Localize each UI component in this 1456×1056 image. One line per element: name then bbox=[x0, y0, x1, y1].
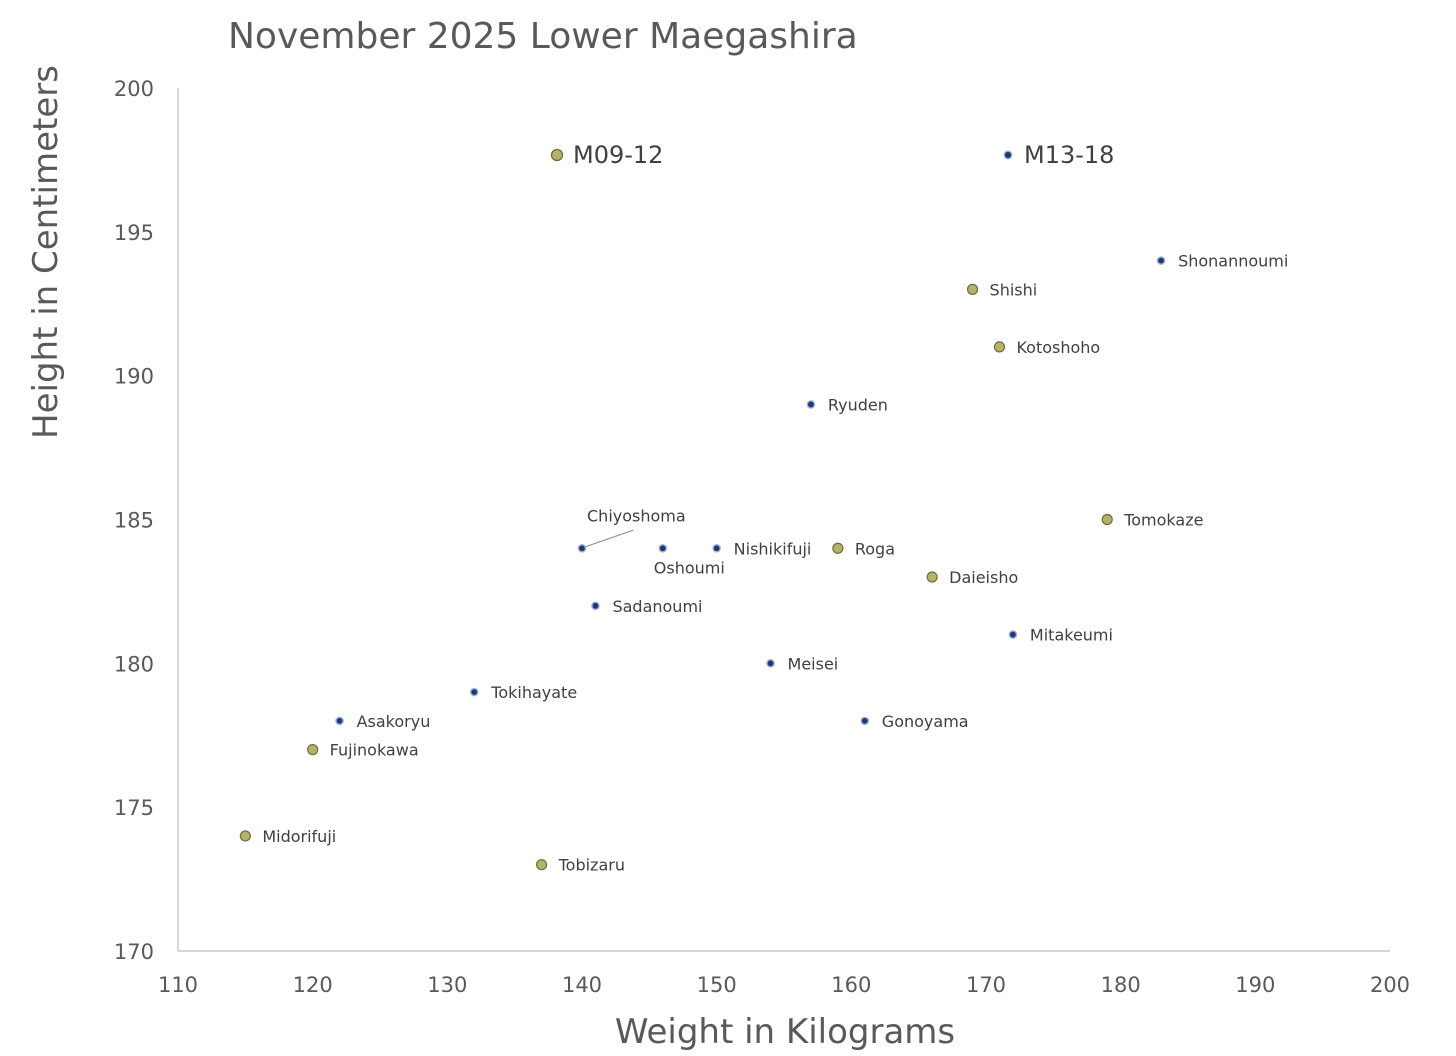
y-tick-label: 180 bbox=[114, 652, 154, 676]
x-tick-label: 130 bbox=[427, 973, 467, 997]
legend-label: M13-18 bbox=[1024, 141, 1114, 169]
legend-marker bbox=[550, 148, 564, 162]
point-label: Tokihayate bbox=[490, 683, 577, 702]
data-point bbox=[307, 744, 319, 756]
point-label: Meisei bbox=[788, 654, 839, 673]
y-tick-label: 200 bbox=[114, 77, 154, 101]
x-tick-label: 160 bbox=[831, 973, 871, 997]
data-point bbox=[535, 859, 548, 871]
data-point bbox=[966, 283, 979, 295]
point-label: Shishi bbox=[990, 280, 1038, 299]
data-point bbox=[766, 659, 775, 668]
point-label: Shonannoumi bbox=[1178, 252, 1288, 271]
x-tick-label: 170 bbox=[966, 973, 1006, 997]
point-label: Ryuden bbox=[828, 395, 888, 414]
x-tick-label: 150 bbox=[697, 973, 737, 997]
x-tick-label: 200 bbox=[1370, 973, 1410, 997]
axis-ticks: 110 120 130 140 150 160 170 180 190 200 170 175 180 1… bbox=[114, 77, 1410, 997]
y-tick-label: 185 bbox=[114, 509, 154, 533]
point-label: Gonoyama bbox=[882, 712, 969, 731]
x-tick-label: 120 bbox=[293, 973, 333, 997]
y-tick-label: 190 bbox=[114, 365, 154, 389]
y-tick-label: 175 bbox=[114, 796, 154, 820]
data-point bbox=[469, 687, 479, 697]
point-label: Daieisho bbox=[949, 568, 1018, 587]
x-tick-label: 190 bbox=[1235, 973, 1275, 997]
data-point bbox=[591, 601, 600, 611]
point-label: Kotoshoho bbox=[1016, 338, 1100, 357]
point-label: Fujinokawa bbox=[330, 741, 419, 760]
x-axis-title: Weight in Kilograms bbox=[615, 1012, 955, 1052]
data-point bbox=[993, 341, 1006, 353]
legend-marker bbox=[1003, 150, 1013, 160]
leader-line bbox=[583, 529, 634, 548]
x-tick-label: 180 bbox=[1101, 973, 1141, 997]
data-point bbox=[1101, 513, 1113, 526]
point-label: Midorifuji bbox=[262, 827, 336, 846]
x-tick-label: 110 bbox=[158, 973, 198, 997]
legend-label: M09-12 bbox=[573, 141, 663, 169]
data-point bbox=[832, 542, 844, 554]
point-label: Roga bbox=[855, 539, 895, 558]
data-point bbox=[926, 571, 938, 583]
y-tick-label: 195 bbox=[114, 221, 154, 245]
point-label: Tobizaru bbox=[558, 856, 625, 875]
y-tick-label: 170 bbox=[114, 940, 154, 964]
point-label: Tomokaze bbox=[1123, 511, 1203, 530]
data-point bbox=[1008, 630, 1018, 639]
x-tick-label: 140 bbox=[562, 973, 602, 997]
point-label: Oshoumi bbox=[654, 558, 725, 577]
legend: M09-12 M13-18 bbox=[550, 141, 1114, 169]
data-point bbox=[806, 400, 816, 409]
data-point bbox=[712, 543, 721, 553]
point-label: Mitakeumi bbox=[1030, 626, 1113, 645]
data-point bbox=[1156, 256, 1166, 265]
data-point bbox=[577, 543, 587, 553]
point-label: Sadanoumi bbox=[612, 597, 702, 616]
data-point bbox=[860, 716, 870, 726]
y-axis-title: Height in Centimeters bbox=[26, 65, 66, 439]
point-label: Chiyoshoma bbox=[587, 506, 686, 525]
point-label: Nishikifuji bbox=[734, 539, 812, 558]
data-point bbox=[239, 830, 251, 842]
data-point bbox=[658, 543, 668, 553]
point-label: Asakoryu bbox=[357, 712, 431, 731]
data-points: Shishi Kotoshoho Tomokaze Roga Daieisho Fujin… bbox=[239, 252, 1288, 875]
chart-title: November 2025 Lower Maegashira bbox=[228, 16, 858, 57]
data-point bbox=[335, 716, 344, 726]
